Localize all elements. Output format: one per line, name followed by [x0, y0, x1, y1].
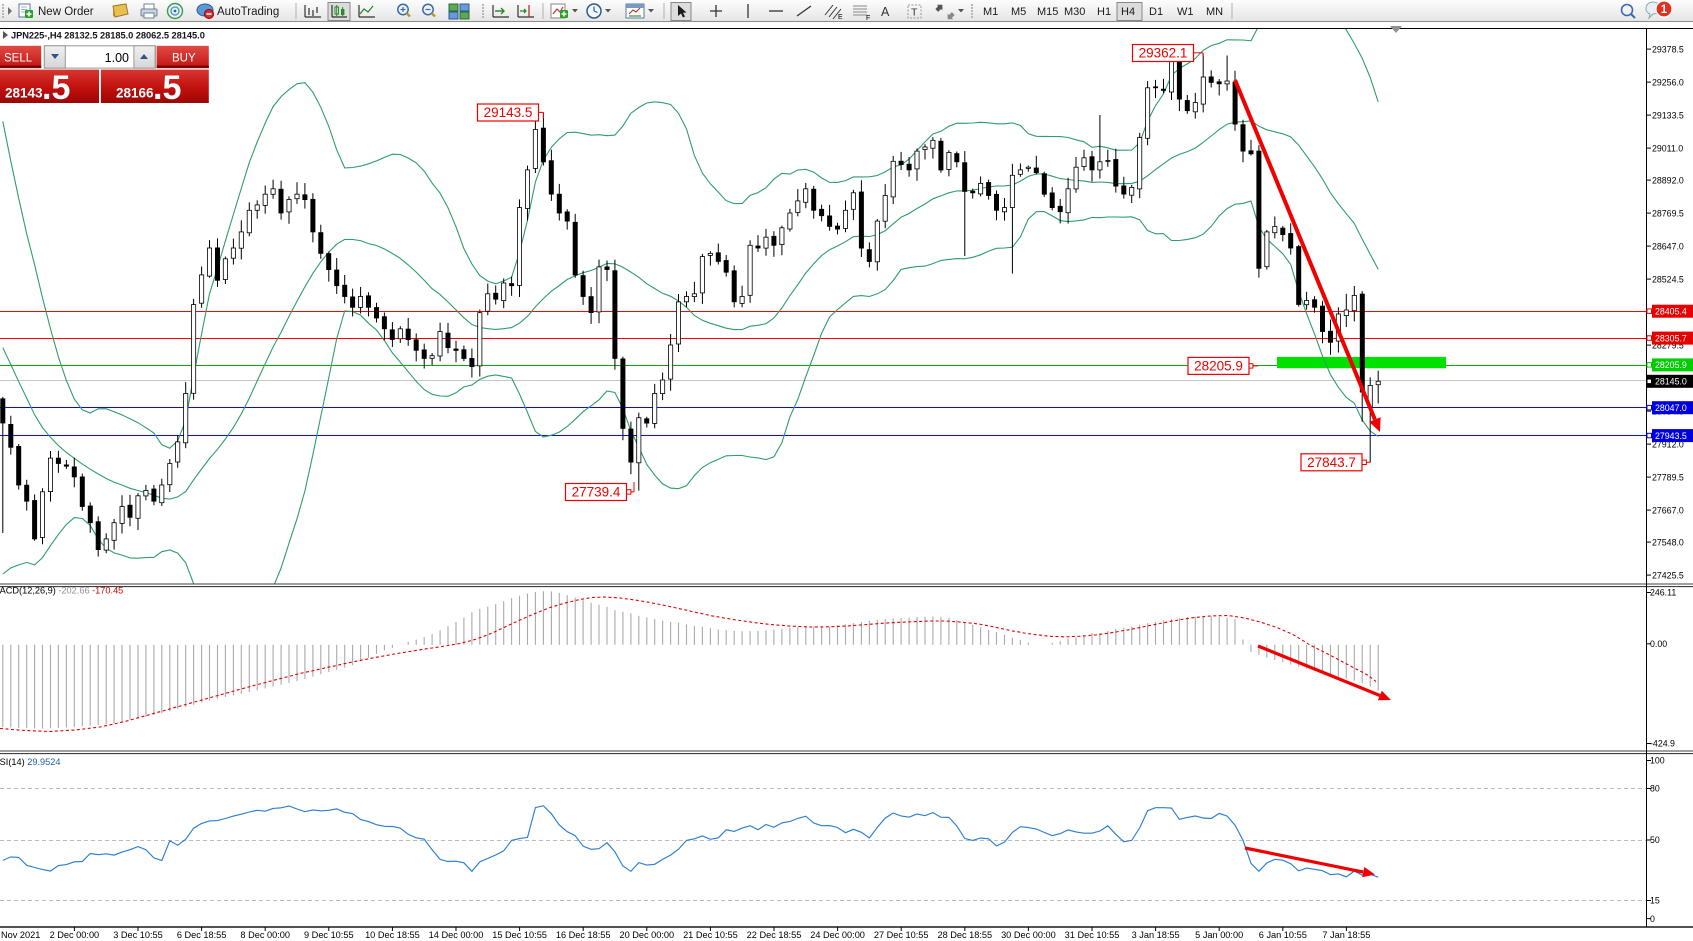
- svg-text:New Order: New Order: [38, 6, 94, 18]
- svg-text:MN: MN: [1206, 6, 1223, 18]
- svg-text:15 Dec 10:55: 15 Dec 10:55: [492, 930, 547, 940]
- svg-text:1: 1: [1661, 4, 1668, 16]
- svg-text:6 Jan 10:55: 6 Jan 10:55: [1259, 930, 1307, 940]
- svg-text:8 Dec 00:00: 8 Dec 00:00: [240, 930, 290, 940]
- svg-text:27 Dec 10:55: 27 Dec 10:55: [874, 930, 929, 940]
- svg-text:27548.0: 27548.0: [1652, 537, 1684, 547]
- svg-text:MACD(12,26,9) -202.66 -170.45: MACD(12,26,9) -202.66 -170.45: [0, 586, 123, 596]
- svg-text:28205.9: 28205.9: [1655, 360, 1687, 370]
- svg-text:28769.5: 28769.5: [1652, 208, 1684, 218]
- svg-text:Nov 2021: Nov 2021: [1, 930, 40, 940]
- svg-text:22 Dec 18:55: 22 Dec 18:55: [747, 930, 802, 940]
- svg-text:W1: W1: [1177, 6, 1194, 18]
- svg-text:27912.0: 27912.0: [1652, 439, 1684, 449]
- svg-text:F: F: [866, 15, 870, 22]
- svg-text:28047.0: 28047.0: [1655, 403, 1687, 413]
- svg-text:246.11: 246.11: [1650, 588, 1676, 598]
- svg-text:BUY: BUY: [172, 53, 196, 65]
- svg-text:21 Dec 10:55: 21 Dec 10:55: [683, 930, 738, 940]
- svg-text:A: A: [881, 5, 890, 19]
- svg-text:29011.0: 29011.0: [1652, 143, 1683, 153]
- svg-text:6 Dec 18:55: 6 Dec 18:55: [177, 930, 227, 940]
- svg-text:9 Dec 10:55: 9 Dec 10:55: [304, 930, 354, 940]
- svg-text:27843.7: 27843.7: [1307, 455, 1356, 470]
- svg-text:31 Dec 10:55: 31 Dec 10:55: [1065, 930, 1120, 940]
- svg-text:27789.5: 27789.5: [1652, 472, 1684, 482]
- svg-text:29362.1: 29362.1: [1139, 46, 1188, 61]
- svg-text:7 Jan 18:55: 7 Jan 18:55: [1322, 930, 1370, 940]
- svg-text:1.00: 1.00: [105, 51, 129, 65]
- svg-text:.5: .5: [153, 69, 181, 107]
- svg-text:27425.5: 27425.5: [1652, 570, 1684, 580]
- svg-text:M15: M15: [1037, 6, 1058, 18]
- svg-text:28143: 28143: [5, 86, 43, 101]
- svg-text:JPN225-,H4 28132.5 28185.0 28: JPN225-,H4 28132.5 28185.0 28062.5 28145…: [11, 31, 205, 41]
- svg-text:H1: H1: [1097, 6, 1111, 18]
- svg-text:SELL: SELL: [4, 53, 33, 65]
- svg-text:5 Jan 00:00: 5 Jan 00:00: [1195, 930, 1243, 940]
- svg-text:27943.5: 27943.5: [1655, 431, 1687, 441]
- svg-text:80: 80: [1650, 784, 1660, 794]
- svg-text:H4: H4: [1121, 6, 1135, 18]
- svg-text:10 Dec 18:55: 10 Dec 18:55: [365, 930, 420, 940]
- svg-text:0: 0: [1650, 914, 1655, 924]
- svg-text:28305.7: 28305.7: [1655, 333, 1687, 343]
- svg-text:27739.4: 27739.4: [572, 485, 621, 500]
- svg-text:29256.0: 29256.0: [1652, 77, 1684, 87]
- svg-text:3 Jan 18:55: 3 Jan 18:55: [1132, 930, 1180, 940]
- svg-text:28145.0: 28145.0: [1655, 377, 1687, 387]
- svg-text:28405.4: 28405.4: [1655, 307, 1687, 317]
- svg-text:-424.9: -424.9: [1650, 739, 1675, 749]
- svg-text:2 Dec 00:00: 2 Dec 00:00: [50, 930, 100, 940]
- svg-text:28279.5: 28279.5: [1652, 340, 1684, 350]
- svg-text:28 Dec 18:55: 28 Dec 18:55: [937, 930, 992, 940]
- svg-text:20 Dec 00:00: 20 Dec 00:00: [619, 930, 674, 940]
- svg-text:.5: .5: [42, 69, 70, 107]
- svg-text:T: T: [911, 7, 918, 19]
- svg-text:RSI(14) 29.9524: RSI(14) 29.9524: [0, 757, 60, 767]
- svg-text:28166: 28166: [116, 86, 154, 101]
- svg-text:29378.5: 29378.5: [1652, 44, 1684, 54]
- svg-text:M5: M5: [1011, 6, 1026, 18]
- svg-text:29133.5: 29133.5: [1652, 110, 1684, 120]
- svg-text:3 Dec 10:55: 3 Dec 10:55: [113, 930, 163, 940]
- svg-text:14 Dec 00:00: 14 Dec 00:00: [429, 930, 484, 940]
- svg-text:29143.5: 29143.5: [484, 105, 533, 120]
- svg-text:M30: M30: [1064, 6, 1085, 18]
- svg-text:E: E: [838, 14, 843, 21]
- svg-text:D1: D1: [1149, 6, 1163, 18]
- svg-text:28205.9: 28205.9: [1194, 358, 1243, 373]
- svg-text:24 Dec 00:00: 24 Dec 00:00: [810, 930, 865, 940]
- svg-text:28524.5: 28524.5: [1652, 274, 1684, 284]
- svg-text:27667.0: 27667.0: [1652, 505, 1684, 515]
- svg-text:16 Dec 18:55: 16 Dec 18:55: [556, 930, 611, 940]
- svg-text:0.00: 0.00: [1650, 639, 1667, 649]
- svg-text:50: 50: [1650, 835, 1660, 845]
- svg-text:28892.0: 28892.0: [1652, 175, 1684, 185]
- svg-text:AutoTrading: AutoTrading: [217, 6, 279, 18]
- svg-text:100: 100: [1650, 756, 1665, 766]
- svg-text:30 Dec 00:00: 30 Dec 00:00: [1001, 930, 1056, 940]
- svg-text:M1: M1: [983, 6, 998, 18]
- svg-text:15: 15: [1650, 896, 1660, 906]
- svg-text:28647.0: 28647.0: [1652, 241, 1684, 251]
